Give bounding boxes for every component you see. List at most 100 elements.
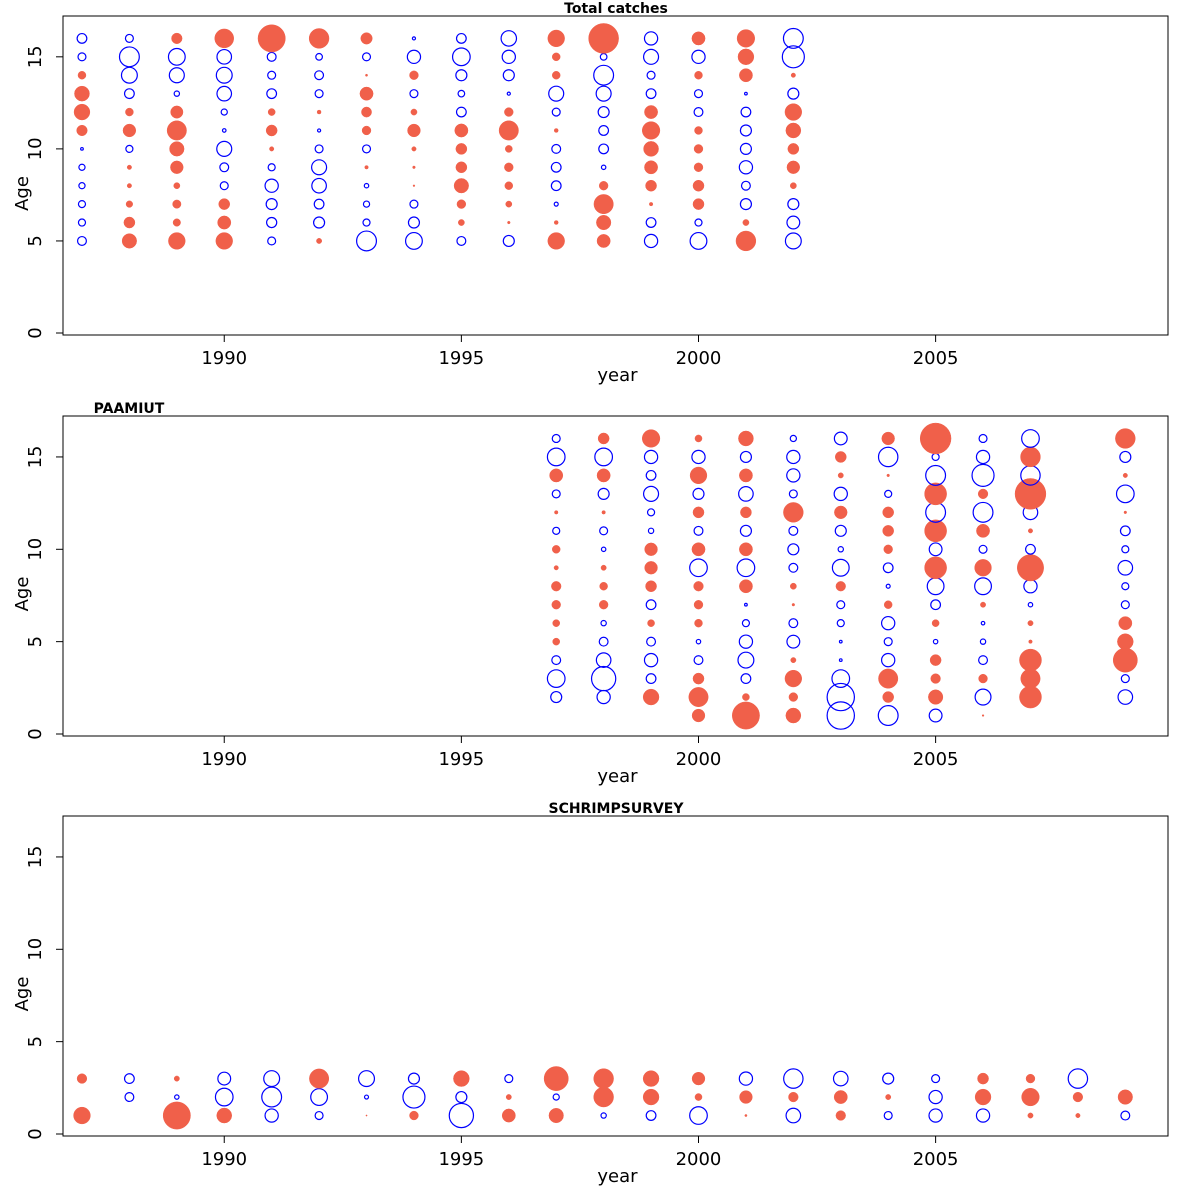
positive-residual-bubble [1020, 668, 1041, 689]
positive-residual-bubble [498, 120, 519, 141]
negative-residual-bubble [883, 1110, 893, 1121]
negative-residual-bubble [838, 658, 843, 663]
negative-residual-bubble [826, 701, 856, 730]
positive-residual-bubble [125, 200, 133, 208]
negative-residual-bubble [217, 1071, 232, 1086]
positive-residual-bubble [593, 194, 614, 215]
positive-residual-bubble [787, 143, 800, 155]
negative-residual-bubble [883, 637, 893, 647]
negative-residual-bubble [787, 543, 800, 556]
positive-residual-bubble [694, 1093, 703, 1101]
negative-residual-bubble [931, 452, 940, 462]
positive-residual-bubble [74, 85, 90, 102]
negative-residual-bubble [123, 1073, 135, 1085]
negative-residual-bubble [600, 619, 607, 627]
positive-residual-bubble [692, 506, 705, 519]
positive-residual-bubble [1020, 446, 1041, 468]
negative-residual-bubble [504, 1074, 514, 1084]
negative-residual-bubble [264, 1108, 279, 1123]
positive-residual-bubble [407, 123, 421, 138]
positive-residual-bubble [735, 230, 757, 252]
negative-residual-bubble [598, 143, 610, 155]
positive-residual-bubble [788, 1091, 799, 1103]
negative-residual-bubble [743, 602, 748, 607]
negative-residual-bubble [1117, 689, 1134, 705]
positive-residual-bubble [881, 431, 895, 446]
positive-residual-bubble [692, 198, 705, 210]
positive-residual-bubble [1017, 554, 1044, 582]
positive-residual-bubble [693, 162, 704, 172]
negative-residual-bubble [928, 1089, 943, 1105]
negative-residual-bubble [551, 107, 561, 117]
positive-residual-bubble [976, 523, 990, 538]
negative-residual-bubble [404, 231, 423, 250]
negative-residual-bubble [595, 652, 612, 668]
panel-2: PAAMIUT 1990 1995 2000 2005 0 5 10 15 year Age [12, 401, 1169, 787]
y-tick-label: 10 [25, 938, 46, 961]
negative-residual-bubble [118, 46, 140, 68]
positive-residual-bubble [693, 144, 704, 154]
negative-residual-bubble [457, 89, 466, 98]
negative-residual-bubble [546, 669, 566, 688]
negative-residual-bubble [643, 449, 659, 465]
negative-residual-bubble [406, 49, 422, 65]
positive-residual-bubble [169, 141, 185, 157]
negative-residual-bubble [787, 87, 800, 100]
positive-residual-bubble [837, 472, 844, 479]
positive-residual-bubble [739, 579, 753, 594]
negative-residual-bubble [451, 47, 471, 67]
positive-residual-bubble [600, 564, 607, 571]
negative-residual-bubble [647, 527, 655, 535]
y-axis-label: Age [12, 977, 33, 1012]
positive-residual-bubble [978, 673, 988, 684]
positive-residual-bubble [739, 1090, 753, 1104]
negative-residual-bubble [1027, 601, 1034, 608]
negative-residual-bubble [974, 577, 993, 596]
positive-residual-bubble [166, 120, 187, 141]
negative-residual-bubble [836, 619, 845, 628]
x-tick-label: 1995 [438, 749, 484, 770]
negative-residual-bubble [361, 52, 372, 62]
negative-residual-bubble [361, 144, 372, 154]
positive-residual-bubble [122, 123, 137, 138]
x-axis-label: year [597, 1166, 638, 1187]
negative-residual-bubble [736, 558, 756, 578]
positive-residual-bubble [790, 582, 797, 590]
negative-residual-bubble [831, 669, 851, 688]
positive-residual-bubble [1025, 1073, 1036, 1084]
positive-residual-bubble [784, 103, 802, 121]
negative-residual-bubble [220, 108, 228, 116]
negative-residual-bubble [316, 128, 322, 133]
positive-residual-bubble [552, 619, 560, 627]
positive-residual-bubble [505, 200, 513, 208]
positive-residual-bubble [929, 654, 942, 666]
positive-residual-bubble [786, 160, 800, 174]
negative-residual-bubble [741, 619, 751, 628]
negative-residual-bubble [595, 85, 612, 102]
positive-residual-bubble [456, 199, 467, 209]
negative-residual-bubble [265, 198, 278, 211]
positive-residual-bubble [691, 708, 706, 723]
negative-residual-bubble [77, 52, 87, 62]
panels: Total catches 1990 1995 2000 2005 0 5 10 15 year A… [12, 1, 1169, 1187]
negative-residual-bubble [788, 562, 799, 573]
positive-residual-bubble [790, 182, 797, 190]
negative-residual-bubble [80, 146, 84, 151]
positive-residual-bubble [125, 107, 134, 117]
positive-residual-bubble [76, 124, 88, 137]
negative-residual-bubble [642, 48, 660, 65]
negative-residual-bubble [407, 216, 421, 229]
positive-residual-bubble [928, 689, 944, 705]
positive-residual-bubble [173, 182, 181, 190]
positive-residual-bubble [216, 1107, 232, 1124]
positive-residual-bubble [790, 657, 797, 664]
negative-residual-bubble [831, 558, 850, 577]
positive-residual-bubble [552, 637, 560, 646]
negative-residual-bubble [455, 1090, 468, 1104]
negative-residual-bubble [216, 140, 233, 157]
negative-residual-bubble [979, 638, 987, 645]
y-tick-label: 0 [25, 1128, 46, 1139]
positive-residual-bubble [265, 124, 278, 137]
positive-residual-bubble [694, 434, 703, 443]
positive-residual-bubble [1028, 528, 1033, 534]
